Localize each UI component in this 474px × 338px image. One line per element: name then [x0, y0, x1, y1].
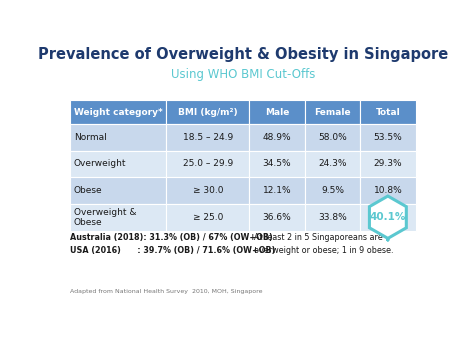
FancyBboxPatch shape: [70, 150, 166, 177]
Text: Obese: Obese: [74, 186, 102, 195]
Text: 29.3%: 29.3%: [374, 159, 402, 168]
Text: BMI (kg/m²): BMI (kg/m²): [178, 107, 237, 117]
Text: Australia (2018): 31.3% (OB) / 67% (OW+OB)
USA (2016)      : 39.7% (OB) / 71.6% : Australia (2018): 31.3% (OB) / 67% (OW+O…: [70, 233, 276, 255]
FancyBboxPatch shape: [166, 204, 249, 231]
Text: 9.5%: 9.5%: [321, 186, 344, 195]
Text: 40.1%: 40.1%: [370, 212, 406, 222]
Text: Adapted from National Health Survey  2010, MOH, Singapore: Adapted from National Health Survey 2010…: [70, 289, 263, 294]
FancyBboxPatch shape: [70, 204, 166, 231]
Text: Using WHO BMI Cut-Offs: Using WHO BMI Cut-Offs: [171, 68, 315, 81]
FancyBboxPatch shape: [360, 177, 416, 204]
Text: 10.8%: 10.8%: [374, 186, 402, 195]
Text: ≥ 30.0: ≥ 30.0: [192, 186, 223, 195]
Text: 25.0 – 29.9: 25.0 – 29.9: [182, 159, 233, 168]
FancyBboxPatch shape: [305, 150, 360, 177]
FancyBboxPatch shape: [360, 100, 416, 124]
Text: Overweight &
Obese: Overweight & Obese: [74, 208, 137, 227]
FancyBboxPatch shape: [249, 204, 305, 231]
FancyBboxPatch shape: [249, 124, 305, 150]
FancyBboxPatch shape: [166, 150, 249, 177]
FancyBboxPatch shape: [249, 177, 305, 204]
FancyBboxPatch shape: [70, 100, 166, 124]
Polygon shape: [369, 196, 406, 238]
Text: 33.8%: 33.8%: [318, 213, 347, 222]
FancyBboxPatch shape: [305, 204, 360, 231]
FancyBboxPatch shape: [360, 204, 416, 231]
FancyBboxPatch shape: [249, 150, 305, 177]
FancyBboxPatch shape: [166, 124, 249, 150]
FancyBboxPatch shape: [305, 100, 360, 124]
Text: Normal: Normal: [74, 133, 107, 142]
Text: Female: Female: [314, 107, 351, 117]
FancyBboxPatch shape: [360, 124, 416, 150]
Text: 12.1%: 12.1%: [263, 186, 292, 195]
FancyBboxPatch shape: [166, 100, 249, 124]
FancyBboxPatch shape: [249, 100, 305, 124]
FancyBboxPatch shape: [360, 150, 416, 177]
Text: Weight category*: Weight category*: [74, 107, 163, 117]
Text: Overweight: Overweight: [74, 159, 127, 168]
Text: Total: Total: [375, 107, 400, 117]
Text: 36.6%: 36.6%: [263, 213, 292, 222]
Text: At least 2 in 5 Singaporeans are
overweight or obese; 1 in 9 obese.: At least 2 in 5 Singaporeans are overwei…: [254, 233, 393, 255]
FancyBboxPatch shape: [305, 177, 360, 204]
Text: 18.5 – 24.9: 18.5 – 24.9: [182, 133, 233, 142]
Text: 34.5%: 34.5%: [263, 159, 292, 168]
FancyBboxPatch shape: [305, 124, 360, 150]
Text: 53.5%: 53.5%: [374, 133, 402, 142]
Text: 24.3%: 24.3%: [318, 159, 346, 168]
Text: 48.9%: 48.9%: [263, 133, 292, 142]
Text: 58.0%: 58.0%: [318, 133, 347, 142]
FancyBboxPatch shape: [70, 177, 166, 204]
Text: ≥ 25.0: ≥ 25.0: [192, 213, 223, 222]
FancyBboxPatch shape: [70, 124, 166, 150]
FancyBboxPatch shape: [166, 177, 249, 204]
Text: Male: Male: [265, 107, 289, 117]
Text: Prevalence of Overweight & Obesity in Singapore: Prevalence of Overweight & Obesity in Si…: [38, 47, 448, 62]
